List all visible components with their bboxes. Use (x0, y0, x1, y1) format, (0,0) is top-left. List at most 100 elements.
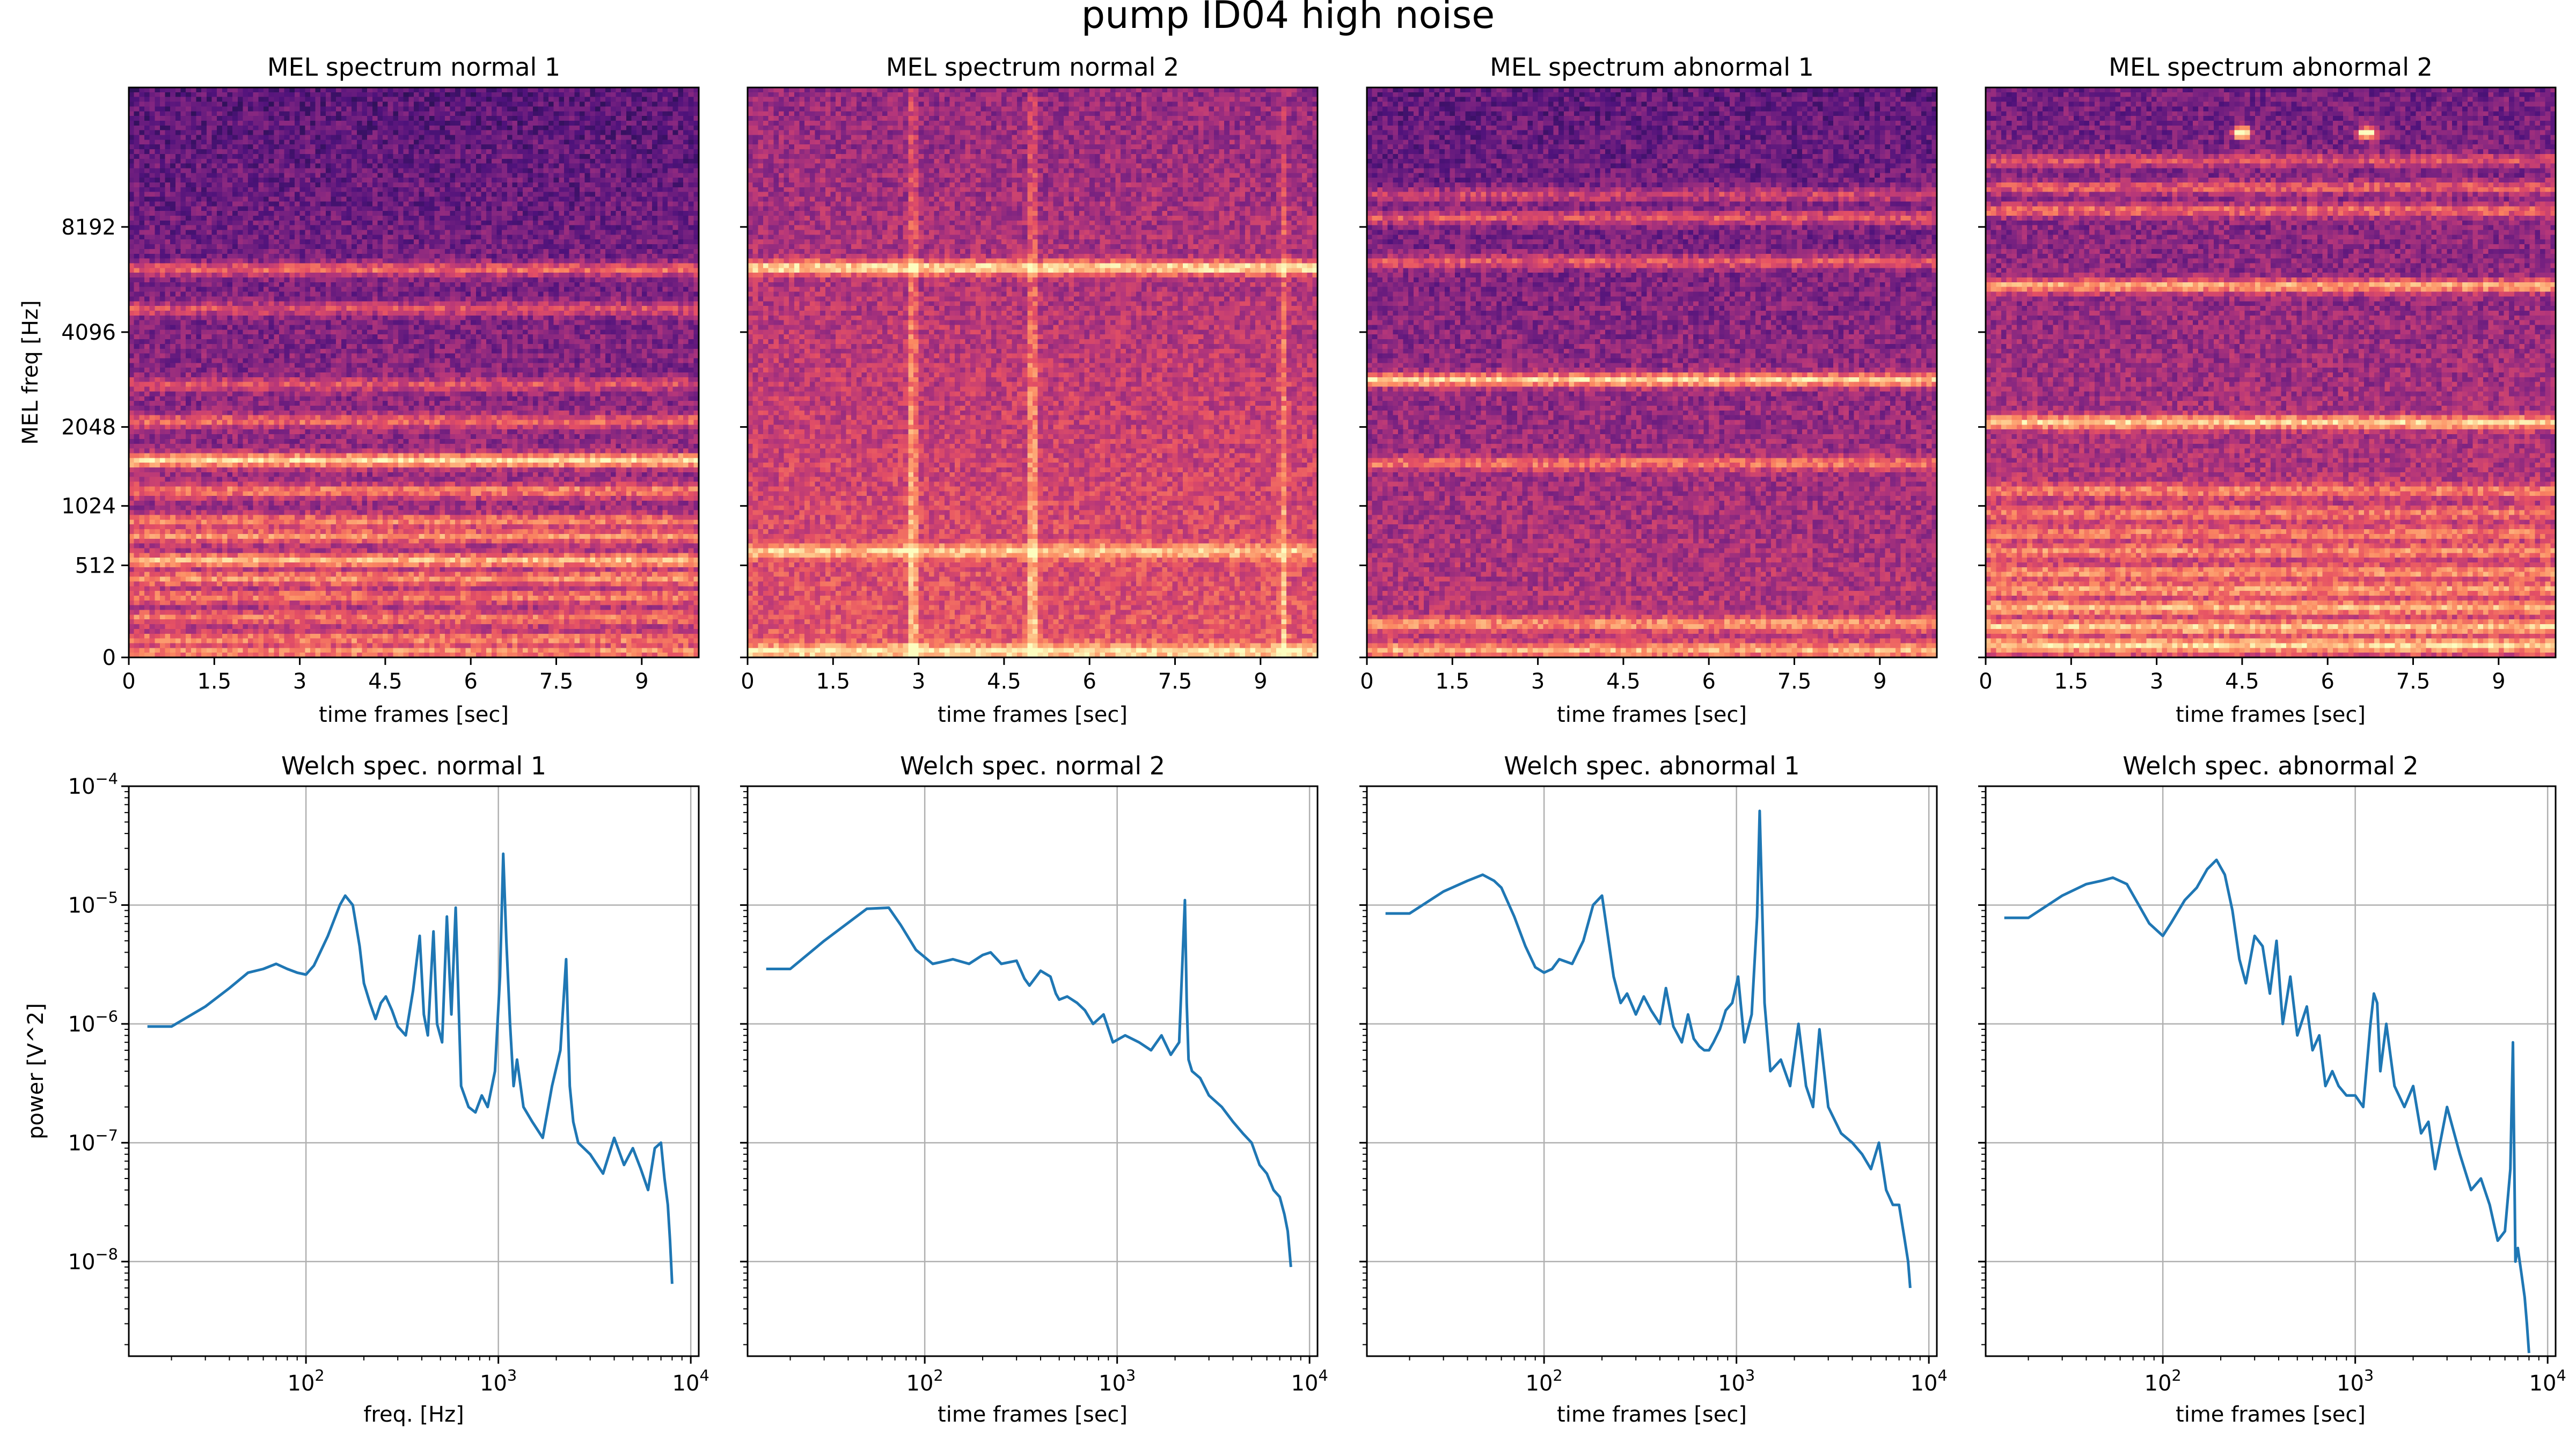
heatmap-cell (274, 140, 279, 144)
heatmap-cell (331, 206, 336, 211)
heatmap-cell (668, 211, 673, 216)
heatmap-cell (211, 126, 217, 130)
heatmap-cell (460, 225, 466, 230)
heatmap-cell (217, 164, 222, 169)
heatmap-cell (471, 159, 476, 164)
heatmap-cell (383, 230, 388, 235)
heatmap-cell (129, 178, 134, 182)
heatmap-cell (486, 116, 492, 121)
heatmap-cell (372, 130, 378, 135)
heatmap-cell (336, 216, 341, 221)
heatmap-cell (295, 126, 300, 130)
heatmap-cell (455, 187, 460, 192)
heatmap-cell (222, 149, 228, 154)
heatmap-cell (523, 216, 528, 221)
heatmap-cell (393, 126, 398, 130)
heatmap-cell (673, 187, 678, 192)
heatmap-cell (574, 92, 580, 97)
heatmap-cell (139, 92, 144, 97)
heatmap-cell (647, 121, 652, 126)
heatmap-cell (678, 154, 683, 159)
heatmap-cell (377, 168, 383, 173)
heatmap-cell (284, 230, 290, 235)
heatmap-cell (631, 111, 636, 116)
heatmap-cell (595, 197, 601, 202)
heatmap-cell (631, 144, 636, 149)
heatmap-cell (264, 106, 269, 111)
heatmap-cell (450, 187, 456, 192)
heatmap-cell (631, 130, 636, 135)
heatmap-cell (548, 178, 554, 182)
heatmap-cell (616, 197, 621, 202)
heatmap-cell (450, 221, 456, 225)
heatmap-cell (248, 149, 253, 154)
heatmap-cell (414, 225, 419, 230)
heatmap-cell (574, 201, 580, 206)
heatmap-cell (476, 135, 481, 140)
heatmap-cell (595, 164, 601, 169)
heatmap-cell (222, 206, 228, 211)
heatmap-cell (300, 106, 305, 111)
heatmap-cell (222, 159, 228, 164)
heatmap-cell (621, 159, 626, 164)
heatmap-cell (300, 159, 305, 164)
heatmap-cell (554, 178, 559, 182)
heatmap-cell (492, 140, 497, 144)
heatmap-cell (217, 154, 222, 159)
heatmap-cell (341, 187, 347, 192)
heatmap-cell (269, 230, 274, 235)
heatmap-cell (248, 211, 253, 216)
heatmap-cell (605, 126, 611, 130)
heatmap-cell (320, 144, 326, 149)
heatmap-cell (538, 197, 544, 202)
heatmap-cell (543, 159, 548, 164)
heatmap-cell (362, 221, 367, 225)
heatmap-cell (590, 144, 595, 149)
heatmap-cell (580, 178, 585, 182)
heatmap-cell (295, 182, 300, 187)
heatmap-cell (673, 111, 678, 116)
heatmap-cell (372, 168, 378, 173)
heatmap-cell (175, 197, 181, 202)
heatmap-cell (564, 173, 569, 178)
heatmap-cell (605, 135, 611, 140)
heatmap-cell (689, 140, 694, 144)
heatmap-cell (668, 154, 673, 159)
heatmap-cell (440, 159, 445, 164)
heatmap-cell (559, 206, 564, 211)
heatmap-cell (300, 140, 305, 144)
heatmap-cell (346, 135, 352, 140)
heatmap-cell (367, 221, 372, 225)
heatmap-cell (460, 116, 466, 121)
heatmap-cell (129, 154, 134, 159)
heatmap-cell (652, 111, 657, 116)
heatmap-cell (383, 116, 388, 121)
heatmap-cell (512, 135, 517, 140)
heatmap-cell (440, 154, 445, 159)
heatmap-cell (636, 201, 642, 206)
heatmap-cell (238, 239, 243, 244)
heatmap-cell (621, 201, 626, 206)
heatmap-cell (455, 130, 460, 135)
heatmap-cell (264, 121, 269, 126)
heatmap-cell (435, 97, 440, 102)
heatmap-cell (253, 154, 259, 159)
heatmap-cell (393, 201, 398, 206)
heatmap-cell (460, 187, 466, 192)
heatmap-cell (496, 182, 502, 187)
heatmap-cell (528, 192, 533, 197)
heatmap-cell (517, 211, 523, 216)
heatmap-cell (450, 97, 456, 102)
heatmap-cell (595, 173, 601, 178)
heatmap-cell (134, 159, 140, 164)
heatmap-cell (460, 102, 466, 107)
heatmap-cell (326, 206, 331, 211)
heatmap-cell (352, 140, 357, 144)
heatmap-cell (533, 225, 538, 230)
heatmap-cell (678, 187, 683, 192)
heatmap-cell (455, 135, 460, 140)
heatmap-cell (362, 206, 367, 211)
heatmap-cell (631, 121, 636, 126)
heatmap-cell (507, 102, 513, 107)
heatmap-cell (621, 116, 626, 121)
